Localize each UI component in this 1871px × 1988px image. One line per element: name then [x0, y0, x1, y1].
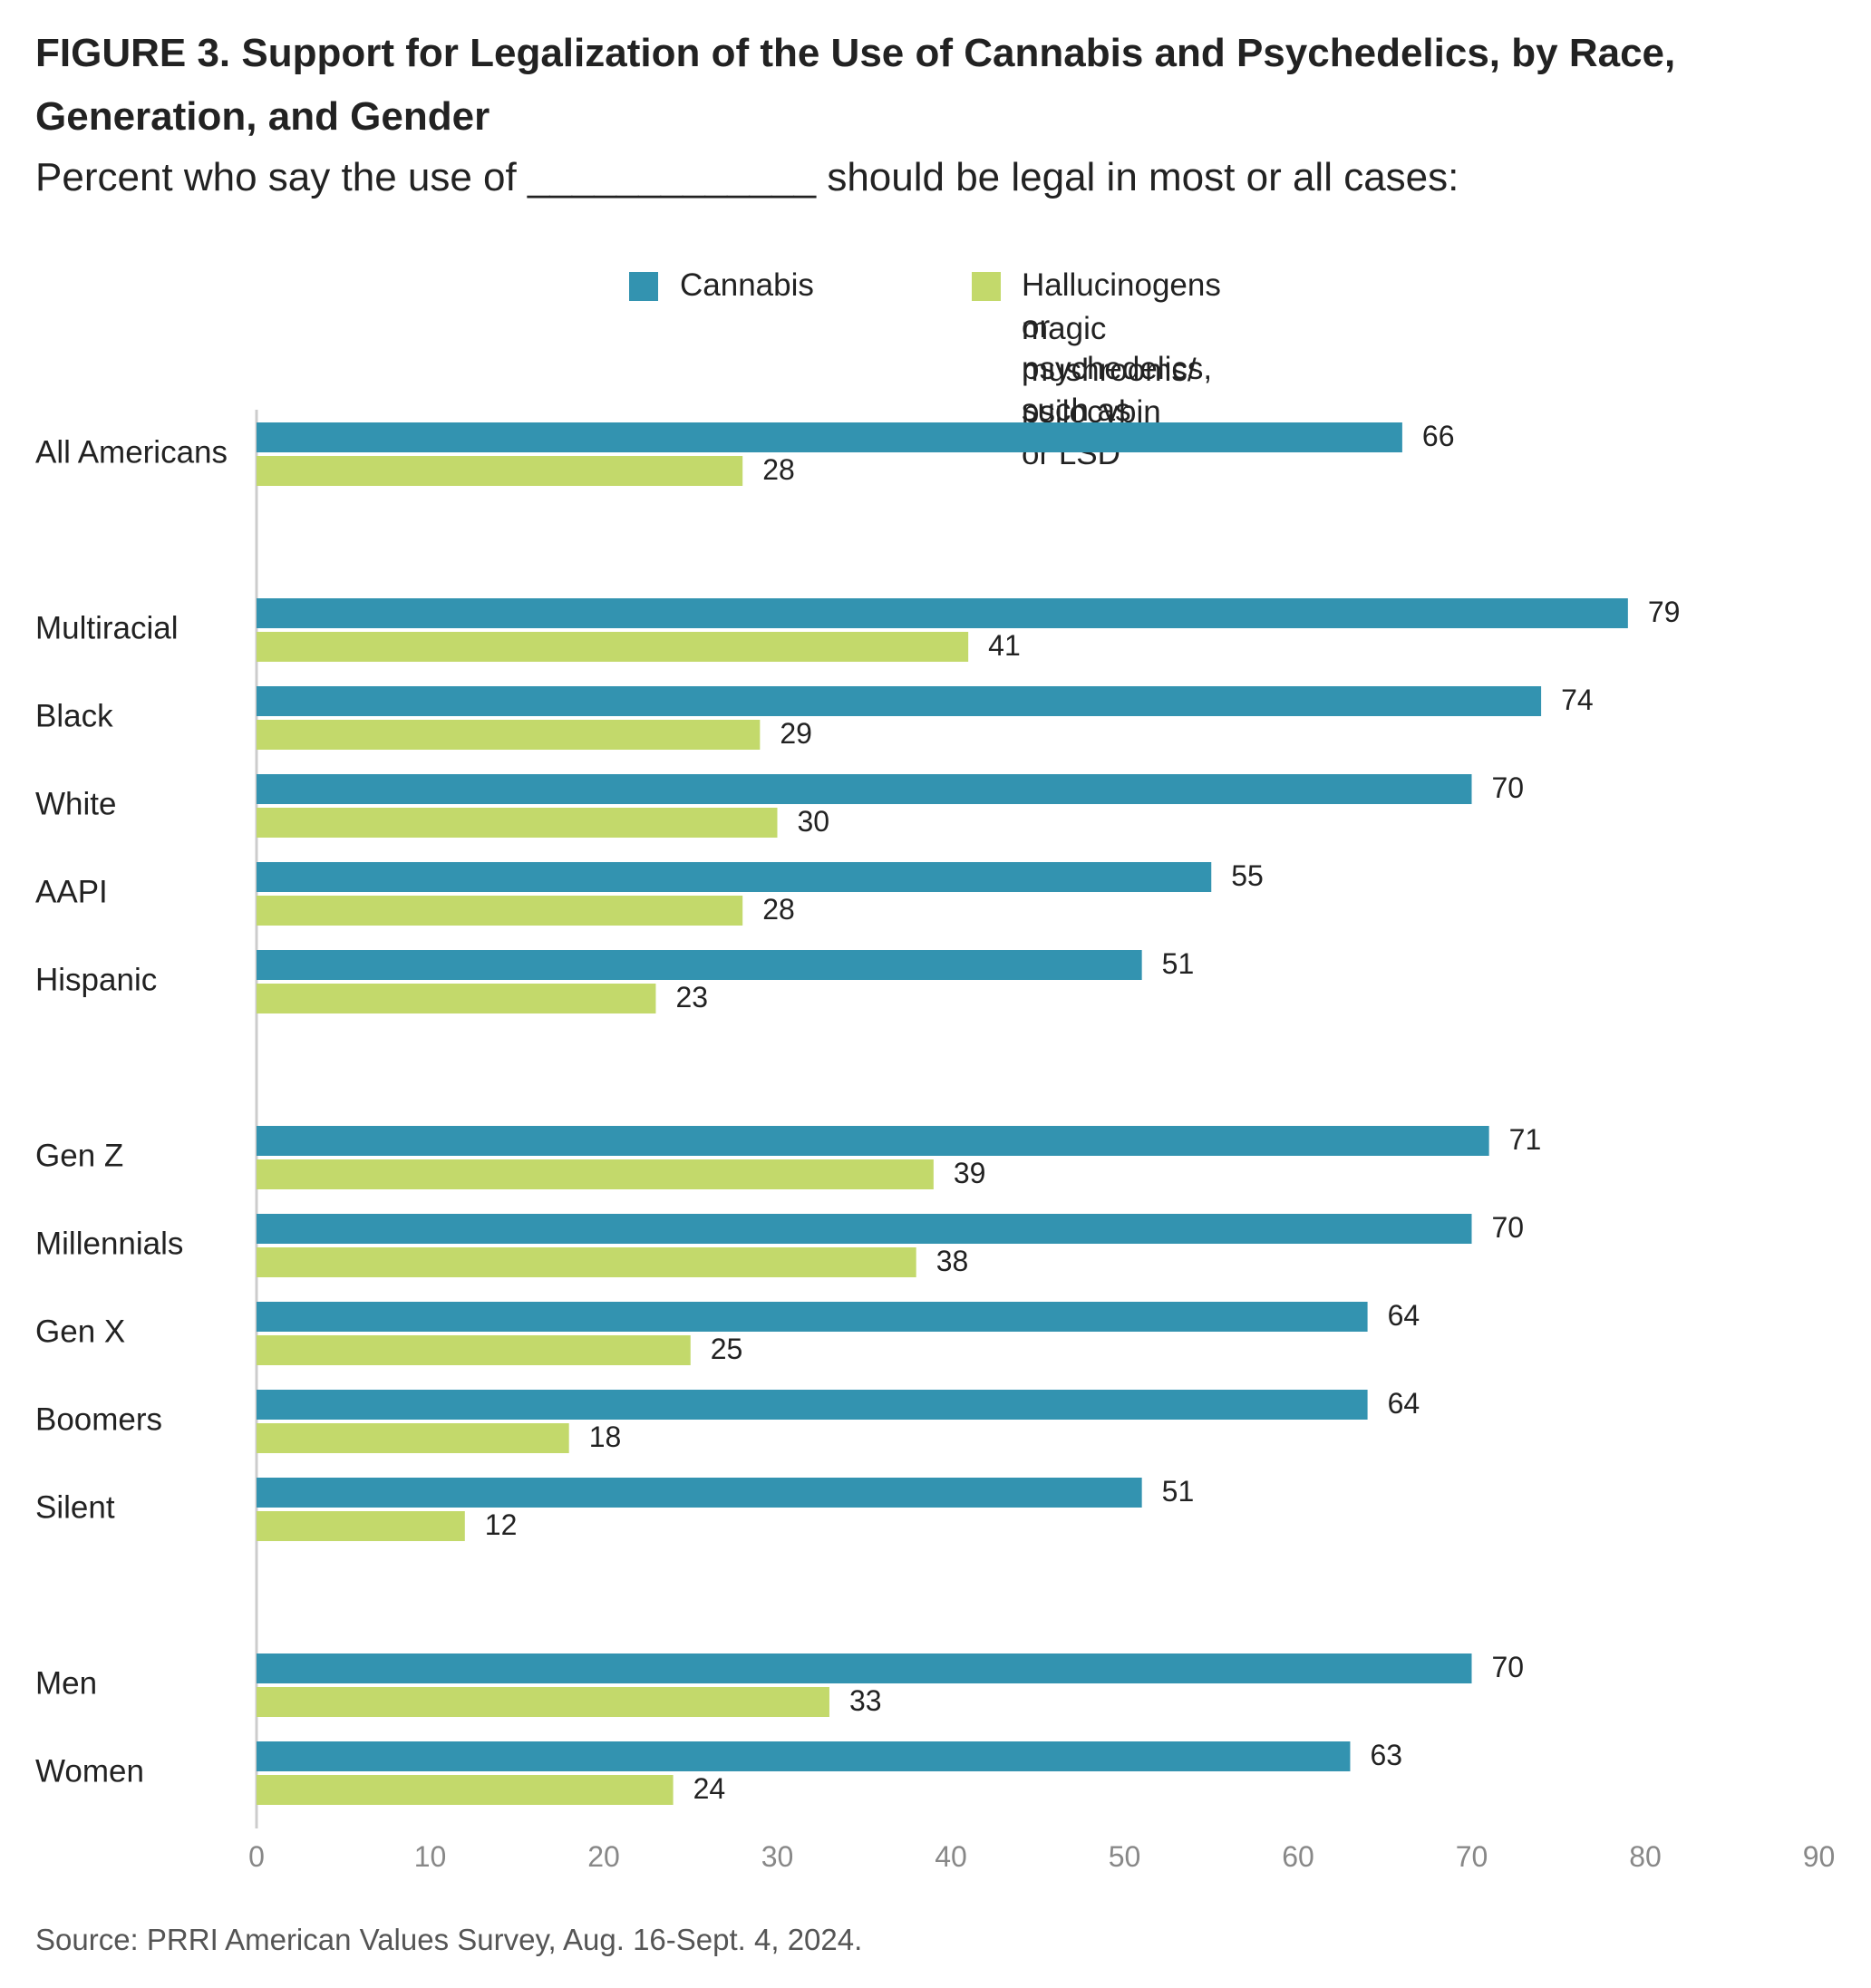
data-label-psychedelics-hispanic: 23: [675, 981, 708, 1013]
bar-psychedelics-aapi: [257, 896, 743, 926]
category-label-aapi: AAPI: [35, 874, 108, 909]
data-label-psychedelics-white: 30: [798, 805, 830, 838]
category-label-boomers: Boomers: [35, 1401, 162, 1437]
bar-psychedelics-black: [257, 720, 761, 750]
data-label-cannabis-all-americans: 66: [1422, 420, 1455, 452]
bar-cannabis-gen-x: [257, 1302, 1368, 1332]
bar-cannabis-aapi: [257, 862, 1212, 892]
legend-label-cannabis: Cannabis: [680, 267, 814, 303]
x-tick-label-20: 20: [587, 1840, 620, 1873]
bar-psychedelics-women: [257, 1775, 674, 1805]
bar-psychedelics-all-americans: [257, 456, 743, 486]
chart-title: FIGURE 3. Support for Legalization of th…: [35, 31, 1676, 139]
legend-swatch-cannabis: [629, 272, 658, 301]
data-label-psychedelics-gen-x: 25: [711, 1333, 743, 1365]
bar-psychedelics-white: [257, 808, 778, 838]
category-label-millennials: Millennials: [35, 1226, 183, 1261]
data-label-cannabis-millennials: 70: [1492, 1211, 1525, 1244]
bar-cannabis-boomers: [257, 1390, 1368, 1420]
category-label-women: Women: [35, 1753, 144, 1789]
data-label-psychedelics-aapi: 28: [762, 893, 795, 926]
data-label-cannabis-boomers: 64: [1388, 1387, 1420, 1420]
data-label-psychedelics-silent: 12: [485, 1508, 518, 1541]
data-label-cannabis-white: 70: [1492, 771, 1525, 804]
bar-psychedelics-gen-z: [257, 1159, 934, 1189]
category-label-black: Black: [35, 698, 113, 733]
data-label-cannabis-hispanic: 51: [1162, 947, 1195, 980]
category-label-gen-z: Gen Z: [35, 1138, 123, 1173]
legend-swatch-psychedelics: [972, 272, 1001, 301]
bar-psychedelics-silent: [257, 1511, 465, 1541]
x-tick-label-50: 50: [1109, 1840, 1141, 1873]
x-tick-label-10: 10: [414, 1840, 447, 1873]
source-note: Source: PRRI American Values Survey, Aug…: [35, 1923, 863, 1956]
bar-cannabis-men: [257, 1653, 1472, 1683]
x-tick-label-80: 80: [1629, 1840, 1662, 1873]
legend-label-psychedelics-line1: Hallucinogens or psychedelics, such as: [1022, 267, 1221, 428]
category-label-silent: Silent: [35, 1489, 115, 1525]
category-label-white: White: [35, 786, 116, 821]
data-label-psychedelics-gen-z: 39: [954, 1157, 986, 1189]
bar-cannabis-black: [257, 686, 1542, 716]
bar-psychedelics-millennials: [257, 1247, 916, 1277]
chart-subtitle: Percent who say the use of _____________…: [35, 155, 1459, 199]
category-label-all-americans: All Americans: [35, 434, 228, 470]
category-label-men: Men: [35, 1665, 97, 1701]
data-label-cannabis-gen-z: 71: [1509, 1123, 1542, 1156]
data-label-psychedelics-millennials: 38: [936, 1245, 969, 1277]
data-label-cannabis-black: 74: [1561, 684, 1594, 716]
data-label-psychedelics-all-americans: 28: [762, 453, 795, 486]
data-label-psychedelics-multiracial: 41: [988, 629, 1021, 662]
data-label-psychedelics-women: 24: [693, 1772, 726, 1805]
bar-psychedelics-multiracial: [257, 632, 969, 662]
category-label-multiracial: Multiracial: [35, 610, 179, 645]
data-label-psychedelics-men: 33: [849, 1684, 882, 1717]
x-tick-label-60: 60: [1282, 1840, 1314, 1873]
bar-psychedelics-gen-x: [257, 1335, 691, 1365]
x-tick-label-0: 0: [248, 1840, 265, 1873]
bar-cannabis-hispanic: [257, 950, 1142, 980]
bar-cannabis-all-americans: [257, 422, 1402, 452]
data-label-cannabis-women: 63: [1370, 1739, 1402, 1771]
data-label-cannabis-gen-x: 64: [1388, 1299, 1420, 1332]
bar-cannabis-silent: [257, 1478, 1142, 1508]
bar-cannabis-gen-z: [257, 1126, 1489, 1156]
bar-cannabis-women: [257, 1741, 1351, 1771]
bar-cannabis-multiracial: [257, 598, 1628, 628]
x-tick-label-40: 40: [935, 1840, 967, 1873]
category-label-hispanic: Hispanic: [35, 962, 157, 997]
data-label-psychedelics-black: 29: [780, 717, 812, 750]
data-label-cannabis-silent: 51: [1162, 1475, 1195, 1508]
bar-psychedelics-men: [257, 1687, 829, 1717]
bar-psychedelics-boomers: [257, 1423, 569, 1453]
x-tick-label-30: 30: [761, 1840, 794, 1873]
data-label-cannabis-aapi: 55: [1231, 859, 1264, 892]
bar-cannabis-millennials: [257, 1214, 1472, 1244]
x-tick-label-90: 90: [1803, 1840, 1836, 1873]
category-label-gen-x: Gen X: [35, 1314, 125, 1349]
x-tick-label-70: 70: [1456, 1840, 1488, 1873]
data-label-cannabis-multiracial: 79: [1648, 596, 1681, 628]
data-label-cannabis-men: 70: [1492, 1651, 1525, 1683]
bar-psychedelics-hispanic: [257, 984, 656, 1013]
bar-cannabis-white: [257, 774, 1472, 804]
data-label-psychedelics-boomers: 18: [589, 1421, 622, 1453]
